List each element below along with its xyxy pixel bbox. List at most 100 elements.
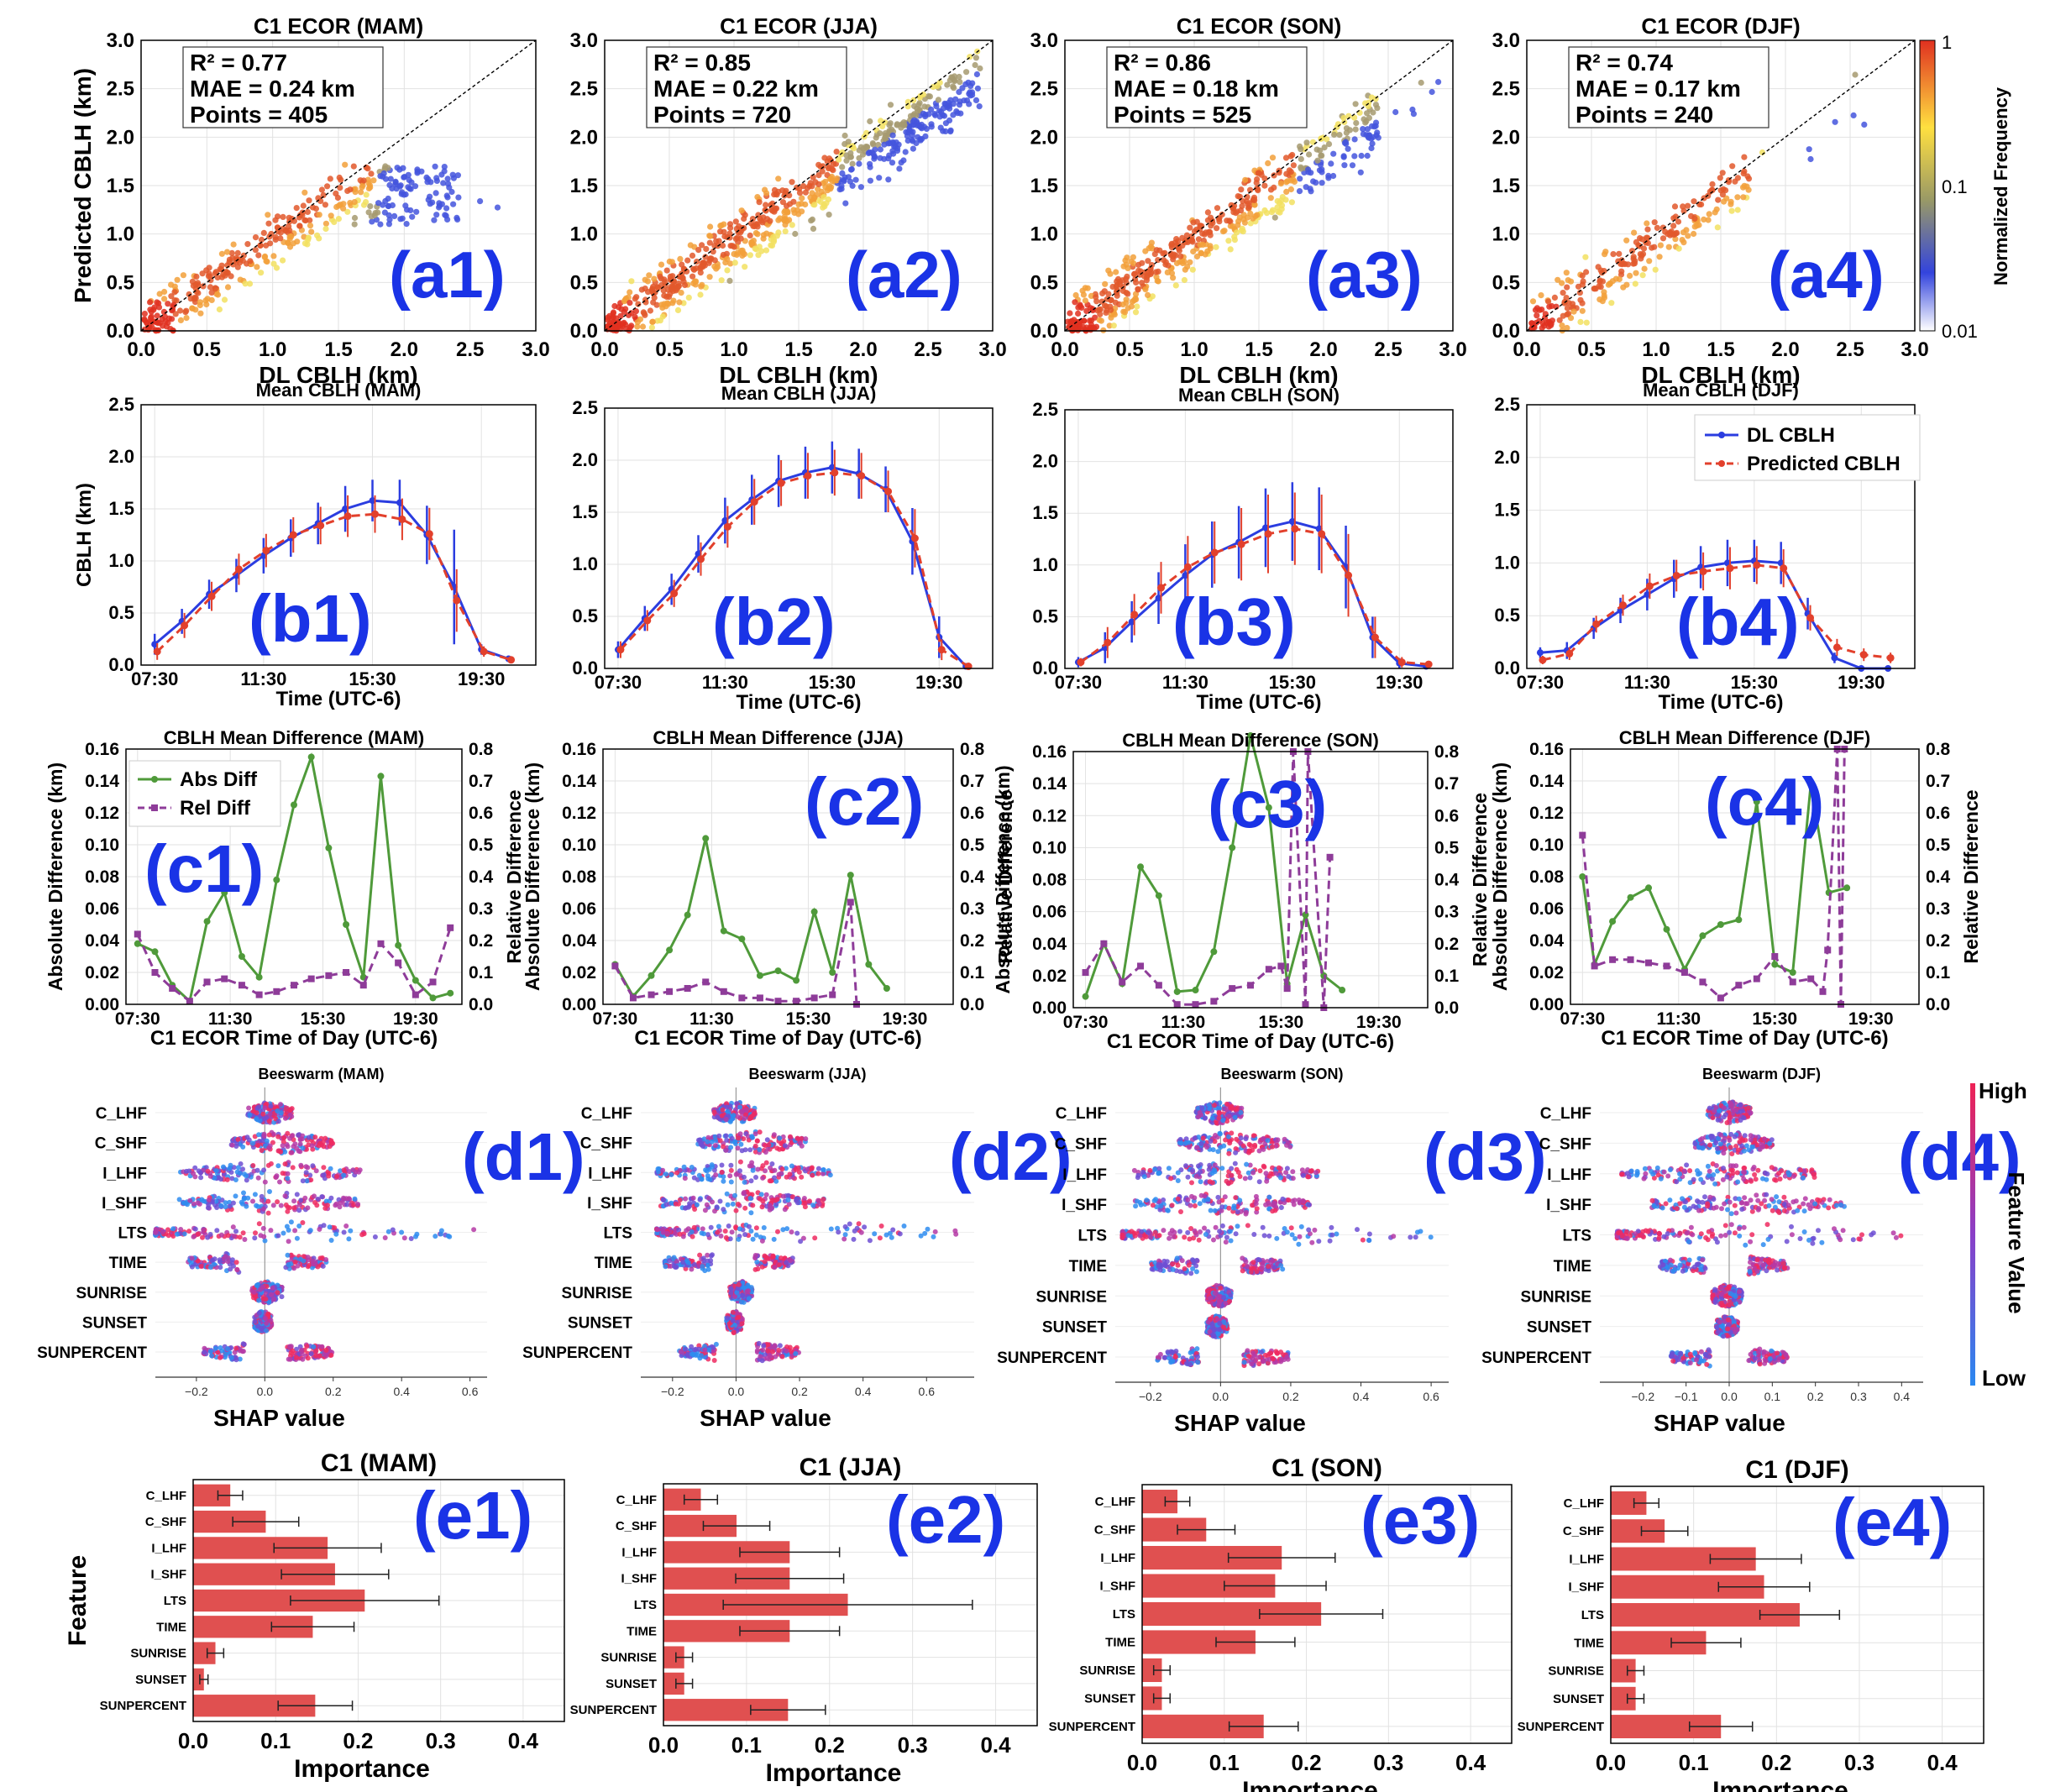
y2-tick-label: 0.0	[1926, 995, 1950, 1014]
scatter-point	[909, 136, 915, 143]
scatter-point	[1088, 324, 1094, 331]
scatter-point	[1108, 314, 1114, 321]
scatter-point	[205, 273, 212, 280]
scatter-point	[859, 151, 867, 158]
swarm-point	[877, 1235, 883, 1241]
beeswarm-panel-d2: C_LHFC_SHFI_LHFI_SHFLTSTIMESUNRISESUNSET…	[522, 1066, 1072, 1431]
scatter-point	[934, 82, 941, 89]
scatter-point	[1341, 139, 1348, 146]
scatter-point	[1729, 163, 1736, 170]
scatter-point	[1559, 280, 1565, 286]
swarm-point	[275, 1119, 281, 1124]
scatter-point	[1741, 154, 1748, 160]
swarm-point	[736, 1114, 741, 1119]
scatter-point	[644, 278, 652, 285]
y2-tick-label: 0.6	[960, 804, 984, 823]
scatter-point	[718, 222, 725, 229]
scatter-point	[223, 269, 229, 275]
swarm-point	[250, 1198, 255, 1204]
scatter-point	[977, 65, 983, 72]
scatter-point	[288, 233, 295, 239]
swarm-point	[303, 1164, 309, 1170]
swarm-point	[287, 1135, 293, 1141]
swarm-point	[225, 1259, 231, 1265]
scatter-point	[301, 217, 308, 223]
point-rel-diff	[1173, 1001, 1181, 1009]
scatter-point	[1319, 180, 1325, 186]
swarm-point	[812, 1235, 818, 1241]
scatter-point	[1351, 136, 1358, 143]
x-tick-label: 19:30	[883, 1009, 928, 1029]
swarm-point	[717, 1138, 723, 1144]
point-rel-diff	[1609, 956, 1617, 963]
swarm-point	[774, 1197, 780, 1203]
x-tick-label: 1.0	[720, 338, 747, 361]
scatter-point	[697, 270, 704, 276]
swarm-point	[883, 1232, 889, 1238]
swarm-point	[314, 1203, 320, 1208]
point-rel-diff	[238, 982, 245, 989]
swarm-point	[209, 1353, 214, 1359]
point-predicted	[1539, 656, 1547, 664]
scatter-point	[1631, 229, 1638, 236]
scatter-point	[377, 221, 384, 228]
swarm-point	[763, 1192, 769, 1197]
swarm-point	[317, 1226, 322, 1232]
feature-label: SUNRISE	[76, 1285, 147, 1302]
scatter-point	[147, 299, 154, 306]
swarm-point	[218, 1232, 224, 1238]
scatter-point	[1199, 241, 1206, 248]
swarm-point	[186, 1229, 192, 1234]
swarm-point	[264, 1138, 270, 1144]
x-tick-label: 07:30	[595, 672, 642, 693]
scatter-point	[936, 113, 943, 120]
mean-difference-panel-c1: 0.000.020.040.060.080.100.120.140.160.00…	[45, 727, 525, 1050]
scatter-point	[713, 238, 720, 244]
scatter-point	[1268, 209, 1275, 216]
swarm-point	[878, 1223, 884, 1229]
swarm-point	[750, 1203, 756, 1208]
y-tick-label: 2.5	[570, 78, 598, 101]
y-tick-label: 2.0	[1494, 447, 1520, 468]
scatter-point	[916, 107, 923, 113]
scatter-point	[707, 233, 714, 239]
scatter-point	[867, 118, 873, 125]
swarm-point	[282, 1149, 288, 1155]
stats-box	[182, 46, 384, 128]
scatter-point	[391, 212, 398, 219]
scatter-point	[916, 99, 923, 107]
swarm-point	[684, 1228, 689, 1234]
y-tick-label: 0.00	[1032, 998, 1067, 1018]
scatter-point	[328, 212, 334, 219]
scatter-point	[1245, 205, 1252, 212]
scatter-point	[172, 311, 179, 317]
y-tick-label: 0.04	[85, 931, 119, 951]
point-abs-diff	[1789, 969, 1796, 976]
swarm-point	[810, 1203, 816, 1208]
scatter-point	[260, 229, 267, 236]
y2-tick-label: 0.7	[1434, 774, 1459, 794]
scatter-point	[1145, 258, 1151, 265]
point-predicted	[181, 621, 189, 630]
scatter-point	[300, 202, 307, 209]
scatter-point	[197, 299, 203, 306]
swarm-point	[305, 1255, 311, 1260]
y-tick-label: 2.0	[570, 126, 598, 149]
scatter-point	[1128, 303, 1135, 310]
scatter-point	[1236, 193, 1243, 200]
y-tick-label: 0.5	[107, 271, 134, 294]
y-tick-label: 0.04	[1032, 935, 1067, 954]
scatter-point	[197, 310, 204, 317]
swarm-point	[328, 1166, 333, 1171]
swarm-point	[697, 1197, 703, 1203]
swarm-point	[784, 1260, 789, 1265]
point-abs-diff	[738, 935, 746, 943]
point-rel-diff	[1302, 1001, 1309, 1009]
swarm-point	[200, 1234, 205, 1240]
feature-label: I_SHF	[102, 1195, 147, 1213]
scatter-point	[812, 179, 819, 186]
scatter-point	[1101, 288, 1108, 295]
point-predicted	[1726, 564, 1734, 573]
swarm-point	[261, 1133, 267, 1139]
swarm-point	[782, 1143, 788, 1149]
